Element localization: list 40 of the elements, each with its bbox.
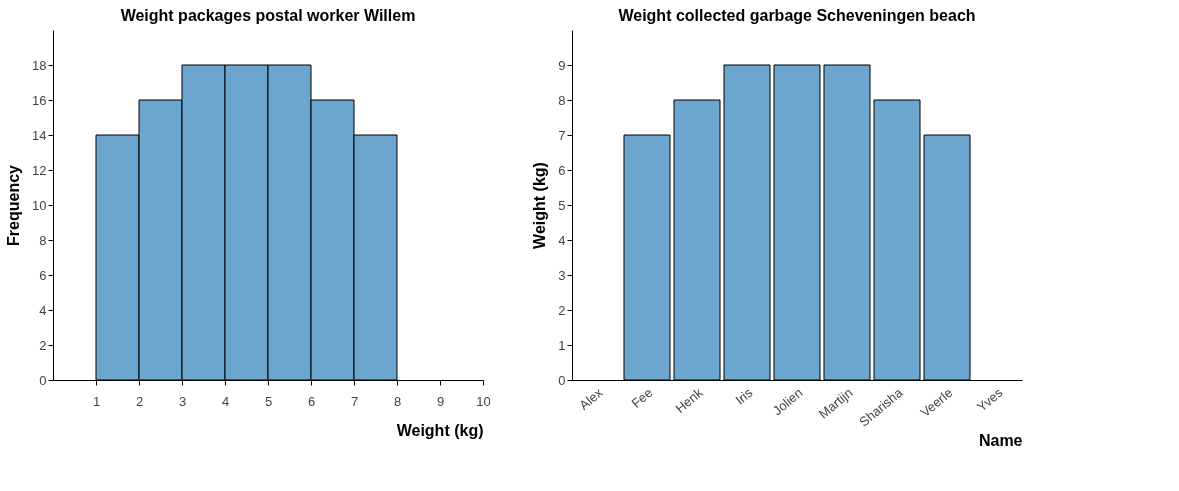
y-tick-label: 6 [558,162,566,178]
x-tick-label: 8 [393,393,402,409]
y-tick-label: 0 [39,372,47,388]
y-tick-label: 9 [558,57,566,73]
y-tick-label: 2 [39,337,47,353]
x-tick-label: 7 [350,393,359,409]
y-tick-label: 6 [39,267,47,283]
y-tick-label: 14 [32,127,47,143]
y-tick-label: 8 [558,92,566,108]
x-tick-label: Alex [576,384,606,413]
x-tick-label: 10 [476,393,491,409]
y-tick-label: 16 [32,92,47,108]
x-tick-label: 9 [436,393,445,409]
y-tick-label: 8 [39,232,47,248]
x-tick-label: Fee [628,384,656,411]
y-tick-label: 2 [558,302,566,318]
y-axis-title: Weight (kg) [531,162,549,249]
y-tick-label: 18 [32,57,47,73]
y-tick-label: 5 [558,197,566,213]
y-tick-label: 1 [558,337,566,353]
x-tick-label: 6 [307,393,316,409]
x-tick-label: 5 [264,393,273,409]
y-axis-title: Frequency [5,164,23,246]
x-axis-title: Name [978,432,1023,450]
x-tick-label: 1 [92,393,101,409]
y-tick-label: 0 [558,372,566,388]
x-tick-label: 2 [135,393,144,409]
chart-title: Weight packages postal worker Willem [120,7,416,24]
x-tick-label: Iris [732,384,756,408]
x-tick-label: Yves [974,384,1006,415]
y-tick-label: 4 [39,302,47,318]
y-tick-label: 4 [558,232,566,248]
x-tick-label: 4 [221,393,230,409]
y-tick-label: 3 [558,267,566,283]
x-axis-title: Weight (kg) [396,421,484,439]
x-tick-label: 3 [178,393,187,409]
chart-title: Weight collected garbage Scheveningen beach [618,7,976,24]
y-tick-label: 7 [558,127,566,143]
y-tick-label: 10 [32,197,47,213]
y-tick-label: 12 [32,162,47,178]
